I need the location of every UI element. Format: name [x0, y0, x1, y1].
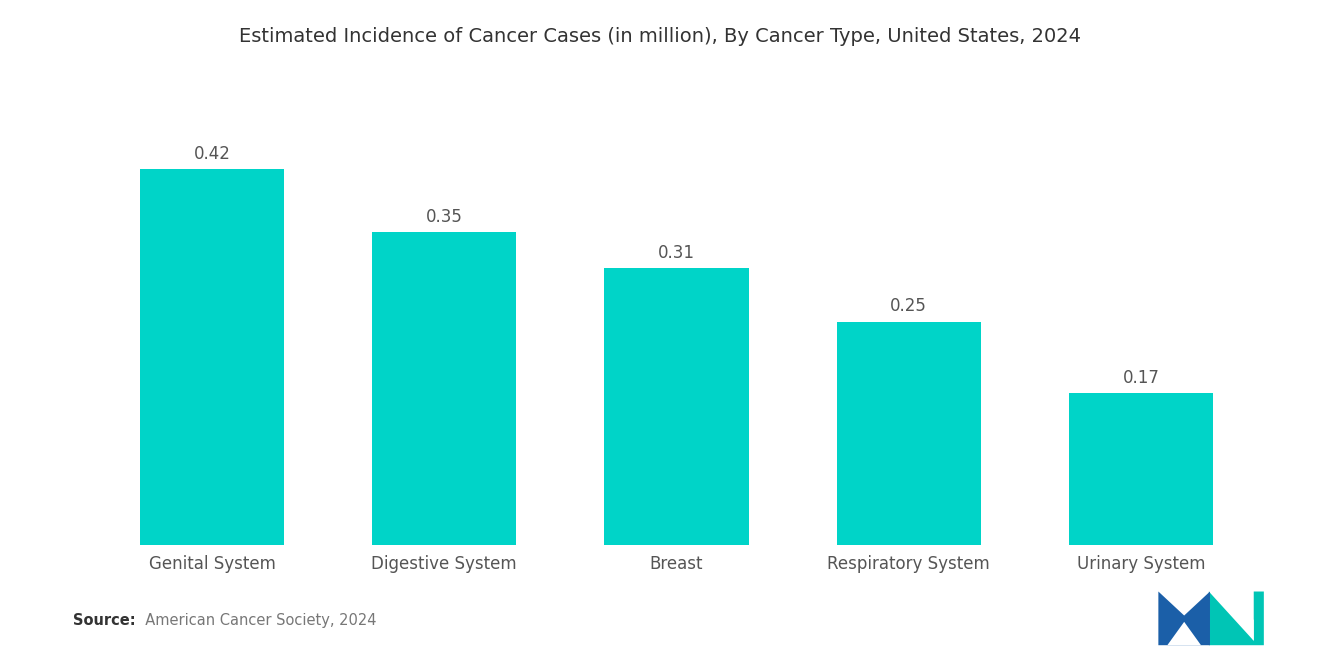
Text: Estimated Incidence of Cancer Cases (in million), By Cancer Type, United States,: Estimated Incidence of Cancer Cases (in …	[239, 27, 1081, 46]
Text: American Cancer Society, 2024: American Cancer Society, 2024	[136, 613, 376, 628]
Polygon shape	[1167, 622, 1201, 645]
Bar	[372, 232, 516, 545]
Text: 0.42: 0.42	[194, 145, 231, 163]
Bar	[837, 321, 981, 545]
Text: 0.31: 0.31	[657, 243, 696, 261]
Polygon shape	[1159, 592, 1210, 645]
Text: Source:: Source:	[73, 613, 135, 628]
Text: 0.17: 0.17	[1122, 369, 1159, 387]
Text: 0.35: 0.35	[426, 207, 463, 225]
Bar	[1069, 393, 1213, 545]
Text: 0.25: 0.25	[890, 297, 927, 315]
Bar	[140, 170, 284, 545]
Polygon shape	[1209, 592, 1263, 645]
Bar	[605, 268, 748, 545]
Polygon shape	[1221, 592, 1254, 641]
